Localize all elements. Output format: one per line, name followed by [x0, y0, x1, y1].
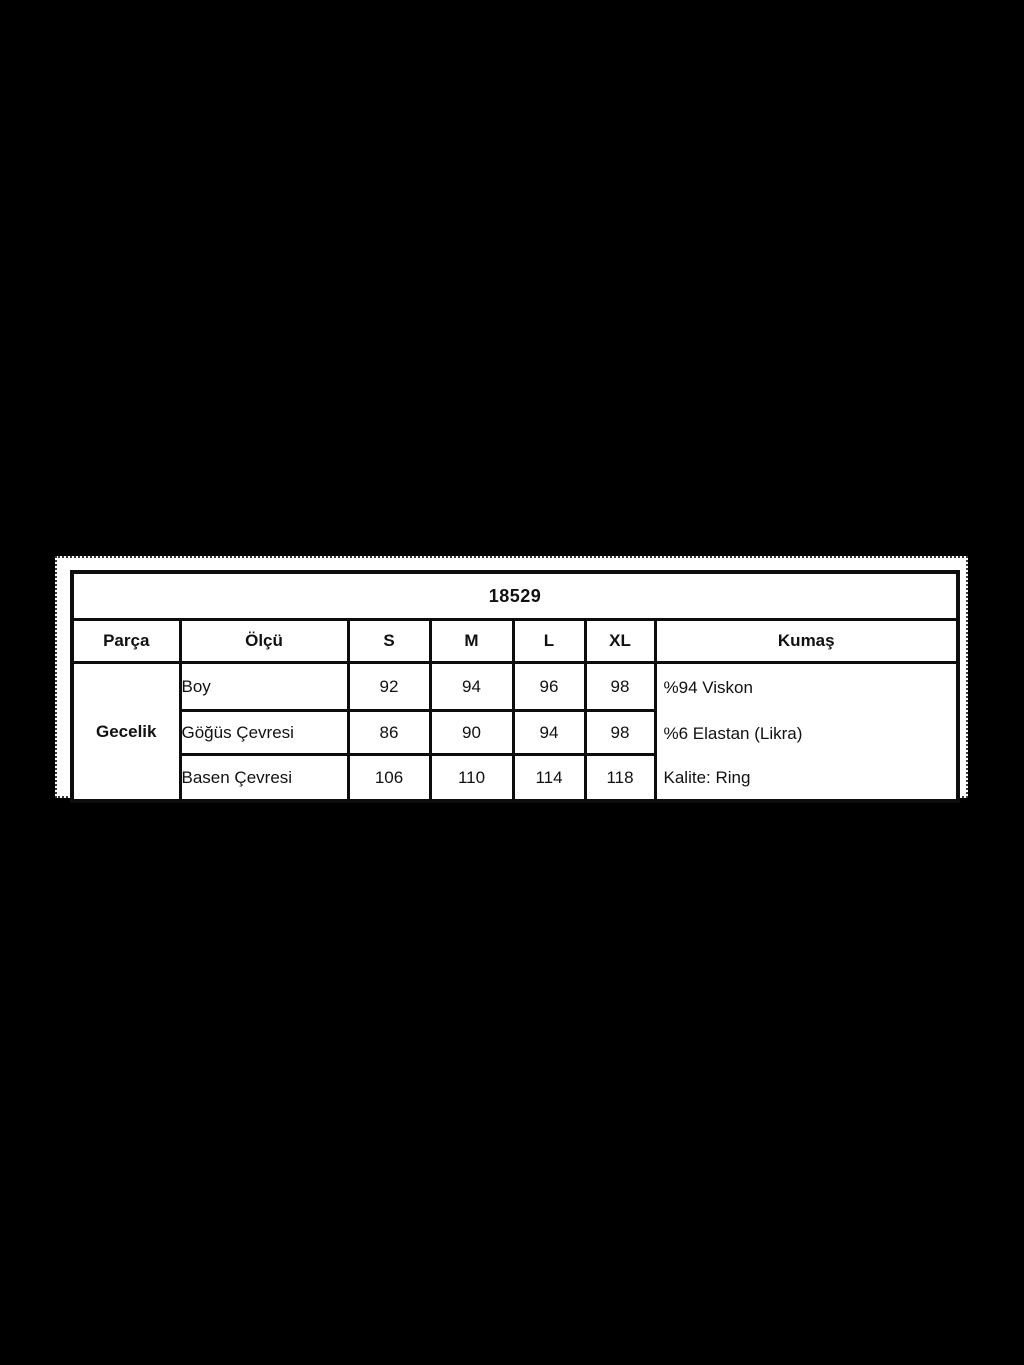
column-header-olcu: Ölçü	[178, 618, 350, 664]
measure-label: Boy	[178, 661, 350, 712]
value-cell: 118	[583, 753, 657, 803]
column-header-m: M	[428, 618, 515, 664]
measure-label: Göğüs Çevresi	[178, 709, 350, 756]
value-cell: 96	[511, 661, 587, 712]
header-row: Parça Ölçü S M L XL Kumaş	[70, 618, 960, 664]
column-header-kumas: Kumaş	[653, 618, 960, 664]
value-cell: 98	[583, 661, 657, 712]
column-header-l: L	[511, 618, 587, 664]
value-cell: 110	[428, 753, 515, 803]
column-header-s: S	[346, 618, 432, 664]
table-row-gogus: Göğüs Çevresi 86 90 94 98	[72, 709, 958, 756]
column-header-xl: XL	[583, 618, 657, 664]
size-chart-panel: 18529 Parça Ölçü S M L XL Kumaş Gecelik …	[55, 556, 968, 803]
title-row: 18529	[70, 570, 960, 621]
measure-label: Basen Çevresi	[178, 753, 350, 803]
value-cell: 106	[346, 753, 432, 803]
fabric-line-elastan: %6 Elastan (Likra)	[663, 724, 803, 743]
value-cell: 90	[428, 709, 515, 756]
size-chart-table: 18529 Parça Ölçü S M L XL Kumaş Gecelik …	[70, 570, 961, 803]
value-cell: 92	[346, 661, 432, 712]
value-cell: 98	[583, 709, 657, 756]
table-row-boy: Gecelik Boy 92 94 96 98 %94 Viskon %6 El…	[70, 661, 960, 803]
fabric-line-kalite: Kalite: Ring	[663, 767, 751, 787]
fabric-line-viskon: %94 Viskon	[663, 678, 753, 697]
group-label-gecelik: Gecelik	[70, 661, 182, 803]
fabric-info-cell: %94 Viskon %6 Elastan (Likra) Kalite: Ri…	[653, 661, 960, 803]
table-row-basen: Basen Çevresi 106 110 114 118	[72, 753, 958, 803]
chart-title: 18529	[70, 570, 960, 621]
value-cell: 94	[511, 709, 587, 756]
column-header-parca: Parça	[70, 618, 182, 664]
value-cell: 94	[428, 661, 515, 712]
value-cell: 114	[511, 753, 587, 803]
value-cell: 86	[346, 709, 432, 756]
